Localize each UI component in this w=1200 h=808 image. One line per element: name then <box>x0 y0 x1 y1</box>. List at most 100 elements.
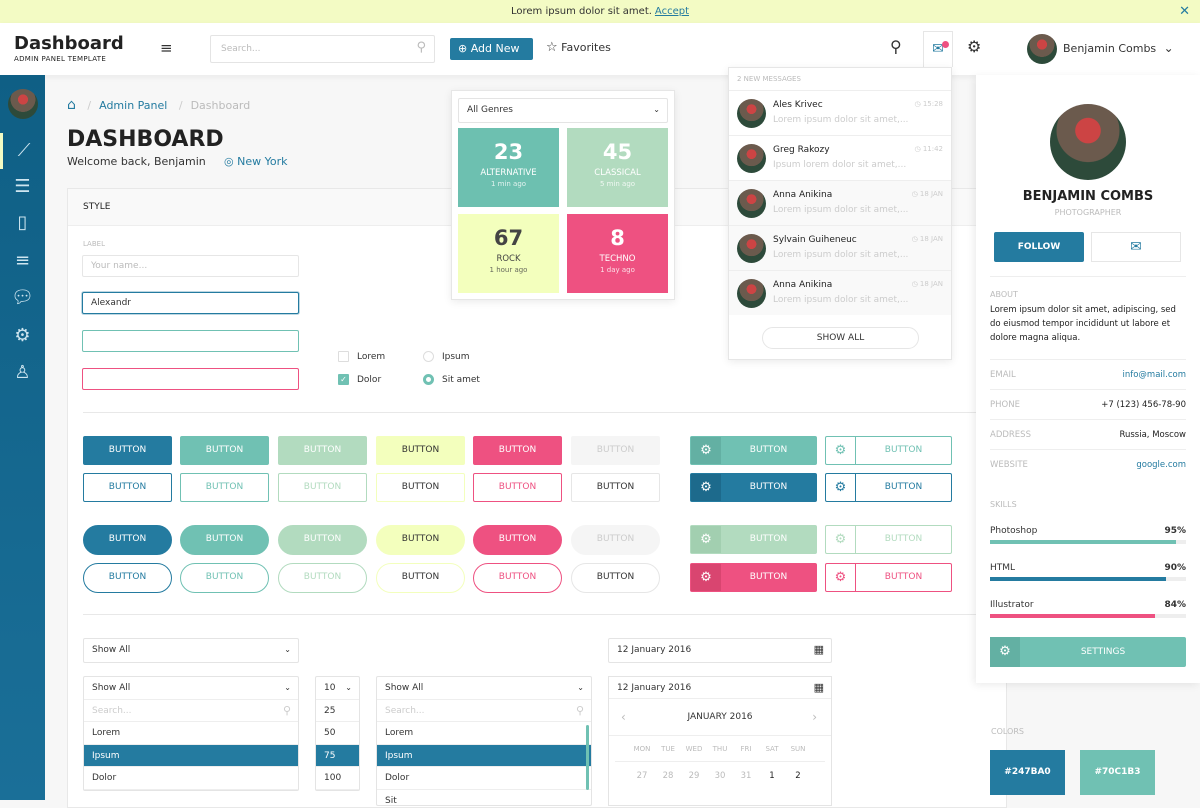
calendar-icon[interactable]: ▦ <box>813 643 824 656</box>
name-input-focused[interactable]: Alexandr <box>82 292 299 314</box>
message-item[interactable]: Anna Anikina Lorem ipsum dolor sit amet,.… <box>729 270 951 315</box>
message-item[interactable]: Sylvain Guiheneuc Lorem ipsum dolor sit a… <box>729 225 951 270</box>
select-search-input[interactable]: Search... ⚲ <box>377 700 591 722</box>
prev-month-icon[interactable]: ‹ <box>621 710 626 724</box>
select-option[interactable]: Lorem <box>84 722 298 745</box>
search-icon[interactable]: ⚲ <box>890 37 902 56</box>
search-input[interactable]: Search... ⚲ <box>210 35 435 63</box>
select-option[interactable]: Lorem <box>377 722 591 745</box>
user-menu[interactable]: Benjamin Combs ⌄ <box>1027 33 1174 64</box>
checkbox-lorem[interactable]: Lorem <box>338 351 385 363</box>
calendar-day[interactable]: 28 <box>662 771 674 781</box>
success-input[interactable] <box>82 330 299 352</box>
green-outline-button[interactable]: BUTTON <box>278 563 367 593</box>
pink-outline-button[interactable]: BUTTON <box>473 563 562 593</box>
gray-filled-button[interactable]: BUTTON <box>571 525 660 555</box>
blue-filled-button[interactable]: BUTTON <box>83 525 172 555</box>
calendar-day[interactable]: 27 <box>636 771 648 781</box>
date-picker-input[interactable]: 12 January 2016 ▦ <box>609 677 831 699</box>
pink-outline-button[interactable]: BUTTON <box>473 473 562 502</box>
green-outline-icon-button[interactable]: ⚙ BUTTON <box>825 525 952 554</box>
green-filled-button[interactable]: BUTTON <box>278 525 367 555</box>
teal-outline-button[interactable]: BUTTON <box>180 563 269 593</box>
user-icon[interactable]: ♙ <box>14 362 31 383</box>
scrollable-select[interactable]: Show All ⌄ Search... ⚲ Lorem Ipsum Dolor Sit <box>376 676 592 806</box>
sidebar-avatar[interactable] <box>8 89 38 119</box>
home-icon[interactable]: ⌂ <box>67 97 76 113</box>
pink-filled-button[interactable]: BUTTON <box>473 436 562 465</box>
green-filled-button[interactable]: BUTTON <box>278 436 367 465</box>
add-new-button[interactable]: ⊕ Add New <box>450 38 533 60</box>
mobile-icon[interactable]: ▯ <box>17 212 28 233</box>
yellow-outline-button[interactable]: BUTTON <box>376 563 465 593</box>
gray-outline-button[interactable]: BUTTON <box>571 473 660 502</box>
count-option[interactable]: 25 <box>316 700 359 722</box>
blue-outline-button[interactable]: BUTTON <box>83 563 172 593</box>
select-option[interactable]: Ipsum <box>84 744 298 767</box>
searchable-select[interactable]: Show All ⌄ Search... ⚲ Lorem Ipsum Dolor <box>83 676 299 791</box>
calendar-day[interactable]: 2 <box>795 771 801 781</box>
radio-ipsum[interactable]: Ipsum <box>423 351 470 363</box>
field-value[interactable]: info@mail.com <box>1122 370 1186 380</box>
genre-tile[interactable]: 67 ROCK 1 hour ago <box>458 214 559 293</box>
teal-outline-icon-button[interactable]: ⚙ BUTTON <box>825 436 952 465</box>
genre-tile[interactable]: 23 ALTERNATIVE 1 min ago <box>458 128 559 207</box>
select-option[interactable]: Ipsum <box>377 744 591 767</box>
select-option[interactable]: Dolor <box>377 767 591 790</box>
gray-outline-button[interactable]: BUTTON <box>571 563 660 593</box>
gear-icon[interactable]: ⚙ <box>967 37 982 56</box>
calendar-day[interactable]: 31 <box>740 771 752 781</box>
teal-outline-button[interactable]: BUTTON <box>180 473 269 502</box>
genre-tile[interactable]: 8 TECHNO 1 day ago <box>567 214 668 293</box>
field-value[interactable]: google.com <box>1136 460 1186 470</box>
text-align-icon[interactable]: ≡ <box>14 250 31 271</box>
next-month-icon[interactable]: › <box>812 710 817 724</box>
count-option[interactable]: 100 <box>316 767 359 790</box>
hamburger-menu-icon[interactable]: ≡ <box>160 39 173 57</box>
teal-filled-button[interactable]: BUTTON <box>180 436 269 465</box>
chat-icon[interactable]: 💬︎ <box>11 287 34 308</box>
yellow-outline-button[interactable]: BUTTON <box>376 473 465 502</box>
green-outline-button[interactable]: BUTTON <box>278 473 367 502</box>
gear-icon[interactable]: ⚙ <box>14 325 31 346</box>
favorites-button[interactable]: ☆ Favorites <box>546 40 611 55</box>
message-button[interactable]: ✉ <box>1091 232 1181 262</box>
follow-button[interactable]: FOLLOW <box>994 232 1084 262</box>
checkbox-dolor[interactable]: ✓ Dolor <box>338 374 381 386</box>
select-search-input[interactable]: Search... ⚲ <box>84 700 298 722</box>
gray-filled-button[interactable]: BUTTON <box>571 436 660 465</box>
message-item[interactable]: Ales Krivec Lorem ipsum dolor sit amet,..… <box>729 90 951 135</box>
blue-outline-icon-button[interactable]: ⚙ BUTTON <box>825 473 952 502</box>
count-option[interactable]: 50 <box>316 722 359 745</box>
radio-sit-amet[interactable]: Sit amet <box>423 374 480 386</box>
calendar-icon[interactable]: ▦ <box>813 681 824 694</box>
blue-filled-button[interactable]: BUTTON <box>83 436 172 465</box>
settings-button[interactable]: ⚙ SETTINGS <box>990 637 1186 667</box>
genre-select[interactable]: All Genres ⌄ <box>458 98 668 123</box>
count-select[interactable]: 10 ⌄ 25 50 75 100 <box>315 676 360 791</box>
accept-link[interactable]: Accept <box>654 6 690 17</box>
location-link[interactable]: ◎ New York <box>224 155 287 168</box>
show-all-button[interactable]: SHOW ALL <box>762 327 919 349</box>
select-option[interactable]: Sit <box>377 790 591 806</box>
chart-icon[interactable]: ⟋ <box>0 133 45 169</box>
teal-filled-button[interactable]: BUTTON <box>180 525 269 555</box>
close-icon[interactable]: ✕ <box>1179 4 1190 19</box>
breadcrumb-admin-panel[interactable]: Admin Panel <box>99 99 168 112</box>
calendar-day[interactable]: 30 <box>714 771 726 781</box>
scrollbar[interactable] <box>586 725 589 790</box>
error-input[interactable] <box>82 368 299 390</box>
yellow-filled-button[interactable]: BUTTON <box>376 436 465 465</box>
name-input[interactable]: Your name... <box>82 255 299 277</box>
calendar-day[interactable]: 29 <box>688 771 700 781</box>
teal-icon-button[interactable]: ⚙ BUTTON <box>690 436 817 465</box>
mail-icon[interactable]: ✉ <box>923 31 953 67</box>
pink-icon-button[interactable]: ⚙ BUTTON <box>690 563 817 592</box>
message-item[interactable]: Greg Rakozy Ipsum lorem dolor sit amet,..… <box>729 135 951 180</box>
yellow-filled-button[interactable]: BUTTON <box>376 525 465 555</box>
count-option[interactable]: 75 <box>316 744 359 767</box>
blue-outline-button[interactable]: BUTTON <box>83 473 172 502</box>
green-icon-button[interactable]: ⚙ BUTTON <box>690 525 817 554</box>
pink-filled-button[interactable]: BUTTON <box>473 525 562 555</box>
genre-tile[interactable]: 45 CLASSICAL 5 min ago <box>567 128 668 207</box>
